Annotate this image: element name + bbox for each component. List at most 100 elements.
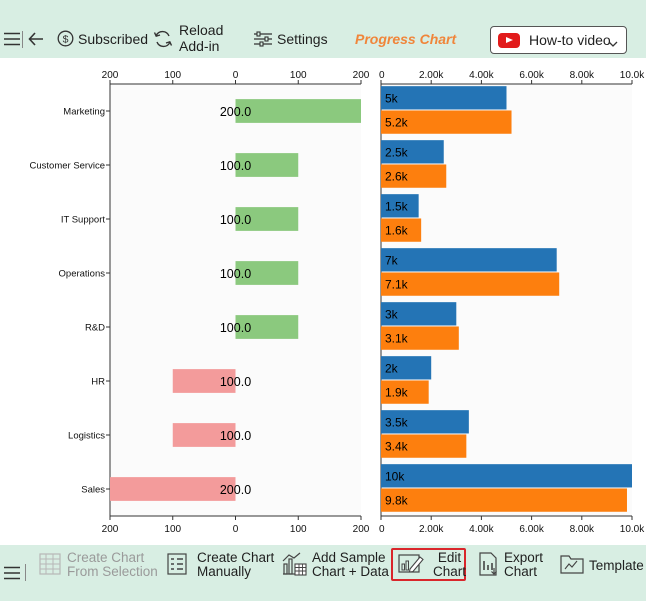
series-2-value-label: 1.9k — [385, 386, 409, 400]
left-tick-label-top: 200 — [353, 70, 370, 81]
bottom-toolbar: Create Chart From Selection Create Chart… — [0, 545, 646, 601]
difference-bar — [235, 261, 299, 285]
category-label: IT Support — [61, 215, 106, 226]
category-label: Marketing — [63, 107, 105, 118]
series-1-bar — [381, 464, 632, 488]
back-arrow-icon[interactable] — [28, 32, 44, 46]
reload-addin-button[interactable]: Reload Add-in — [153, 22, 223, 54]
difference-value-label: 100.0 — [220, 375, 251, 389]
form-icon — [166, 552, 190, 578]
difference-value-label: 100.0 — [220, 159, 251, 173]
create-sel-line2: From Selection — [67, 564, 158, 579]
series-2-bar — [381, 218, 422, 242]
sample-line1: Add Sample — [312, 550, 386, 565]
difference-bar — [172, 369, 236, 393]
create-chart-from-selection-button[interactable]: Create Chart From Selection — [38, 551, 158, 579]
sample-data-icon — [281, 552, 307, 579]
left-plot-area — [110, 84, 361, 516]
series-1-bar — [381, 248, 557, 272]
difference-bar — [235, 207, 299, 231]
series-2-bar — [381, 380, 429, 404]
left-tick-label-bottom: 100 — [164, 524, 181, 535]
subscribed-label: Subscribed — [78, 30, 149, 47]
category-label: Sales — [81, 485, 105, 496]
edit-chart-icon — [398, 552, 424, 577]
youtube-icon — [498, 32, 520, 48]
folder-chart-icon — [560, 554, 584, 577]
settings-button[interactable]: Settings — [254, 31, 328, 47]
right-tick-label-top: 8.00k — [570, 70, 595, 81]
sample-line2: Chart + Data — [312, 564, 389, 579]
reload-icon — [153, 30, 173, 48]
export-chart-button[interactable]: Export Chart — [477, 551, 543, 579]
right-tick-label-bottom: 4.00k — [469, 524, 494, 535]
divider — [22, 31, 23, 48]
series-2-value-label: 7.1k — [385, 278, 409, 292]
series-1-value-label: 3k — [385, 307, 399, 321]
category-label: HR — [91, 377, 105, 388]
right-tick-label-top: 2.00k — [419, 70, 444, 81]
right-tick-label-bottom: 0 — [379, 524, 385, 535]
edit-line1: Edit — [437, 549, 462, 565]
difference-value-label: 200.0 — [220, 105, 251, 119]
series-2-value-label: 5.2k — [385, 116, 409, 130]
series-2-bar — [381, 164, 447, 188]
difference-bar — [235, 153, 299, 177]
create-chart-manually-button[interactable]: Create Chart Manually — [166, 551, 274, 579]
series-1-value-label: 3.5k — [385, 415, 409, 429]
right-tick-label-top: 4.00k — [469, 70, 494, 81]
difference-bar — [235, 315, 299, 339]
series-1-value-label: 7k — [385, 253, 399, 267]
edit-chart-button[interactable]: Edit Chart — [391, 548, 466, 581]
right-tick-label-top: 6.00k — [519, 70, 544, 81]
series-1-value-label: 10k — [385, 469, 405, 483]
export-icon — [477, 551, 499, 579]
add-sample-chart-button[interactable]: Add Sample Chart + Data — [281, 551, 389, 579]
howto-video-dropdown[interactable]: How-to video — [490, 26, 627, 54]
right-tick-label-bottom: 2.00k — [419, 524, 444, 535]
series-2-bar — [381, 272, 560, 296]
difference-value-label: 200.0 — [220, 483, 251, 497]
right-tick-label-bottom: 6.00k — [519, 524, 544, 535]
reload-label-line2: Add-in — [179, 38, 220, 54]
difference-bar — [235, 99, 361, 123]
series-1-bar — [381, 86, 507, 110]
series-1-value-label: 5k — [385, 91, 399, 105]
series-1-value-label: 2.5k — [385, 145, 409, 159]
template-button[interactable]: Template — [560, 554, 644, 577]
right-tick-label-top: 10.0k — [620, 70, 645, 81]
export-line2: Chart — [504, 564, 538, 579]
left-tick-label-top: 100 — [290, 70, 307, 81]
progress-chart: 200 200 100 100 0 0 100 100 200 200 0 0 2.00k 2.00k 4.… — [30, 70, 646, 535]
difference-bar — [110, 477, 236, 501]
series-2-bar — [381, 110, 512, 134]
series-1-bar — [381, 194, 419, 218]
reload-label-line1: Reload — [179, 22, 224, 38]
right-tick-label-bottom: 8.00k — [570, 524, 595, 535]
category-label: Operations — [59, 269, 106, 280]
svg-text:$: $ — [63, 33, 69, 45]
left-tick-label-top: 100 — [164, 70, 181, 81]
edit-line2: Chart — [433, 563, 467, 579]
series-1-bar — [381, 410, 469, 434]
create-man-line1: Create Chart — [197, 550, 275, 565]
create-man-line2: Manually — [197, 564, 252, 579]
difference-value-label: 100.0 — [220, 267, 251, 281]
left-tick-label-top: 200 — [102, 70, 119, 81]
howto-label: How-to video — [529, 32, 611, 48]
table-grid-icon — [38, 552, 62, 578]
subscribed-button[interactable]: $ Subscribed — [57, 30, 148, 47]
difference-value-label: 100.0 — [220, 321, 251, 335]
series-1-bar — [381, 140, 444, 164]
menu-icon[interactable] — [4, 566, 20, 580]
series-2-value-label: 9.8k — [385, 494, 409, 508]
menu-icon[interactable] — [4, 32, 20, 46]
left-tick-label-bottom: 200 — [353, 524, 370, 535]
right-tick-label-bottom: 10.0k — [620, 524, 645, 535]
settings-label: Settings — [277, 31, 328, 47]
series-2-bar — [381, 488, 627, 512]
difference-bar — [172, 423, 236, 447]
create-sel-line1: Create Chart — [67, 550, 145, 565]
series-1-value-label: 2k — [385, 361, 399, 375]
